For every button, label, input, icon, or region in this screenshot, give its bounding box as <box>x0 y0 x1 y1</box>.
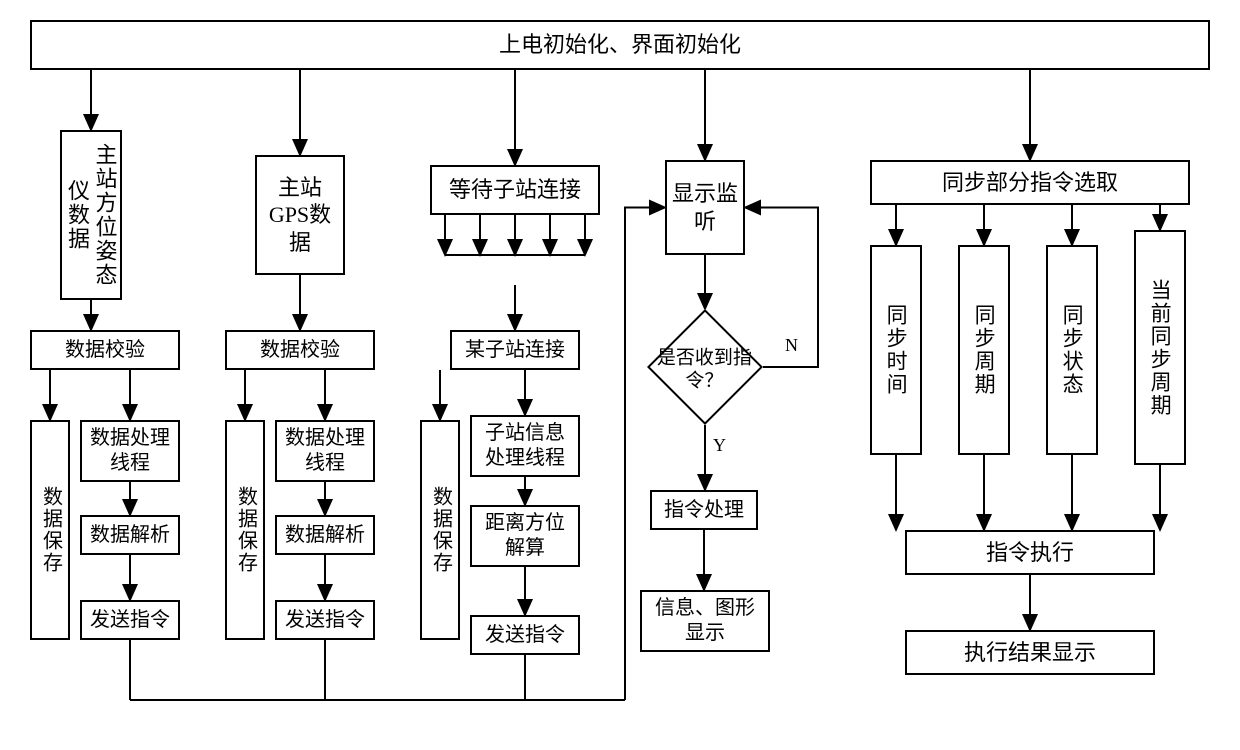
node-d_proc: 指令处理 <box>650 490 758 530</box>
node-label: 同步时间 <box>883 304 909 396</box>
node-label: 数据保存 <box>233 486 258 574</box>
node-b_thread: 数据处理线程 <box>275 420 375 482</box>
edge-label-N: N <box>785 335 798 356</box>
node-a_check: 数据校验 <box>30 330 180 370</box>
node-e_exec: 指令执行 <box>905 530 1155 575</box>
node-label: 上电初始化、界面初始化 <box>499 31 741 59</box>
node-b_parse: 数据解析 <box>275 515 375 555</box>
node-label: 等待子站连接 <box>449 176 581 204</box>
node-label: 距离方位解算 <box>476 511 574 561</box>
node-label: 数据校验 <box>65 338 145 363</box>
node-b_check: 数据校验 <box>225 330 375 370</box>
node-b_save: 数据保存 <box>225 420 265 640</box>
node-label: 数据保存 <box>428 486 453 574</box>
node-label: 显示监听 <box>671 180 739 235</box>
node-a_send: 发送指令 <box>80 600 180 640</box>
node-e_period: 同步周期 <box>958 245 1010 455</box>
node-c_conn: 某子站连接 <box>450 330 580 370</box>
node-e_result: 执行结果显示 <box>905 630 1155 675</box>
node-label: 同步状态 <box>1059 304 1085 396</box>
node-label: 数据解析 <box>285 523 365 548</box>
node-a_save: 数据保存 <box>30 420 70 640</box>
node-d_listen: 显示监听 <box>665 160 745 255</box>
node-e_state: 同步状态 <box>1046 245 1098 455</box>
node-b_send: 发送指令 <box>275 600 375 640</box>
node-a_parse: 数据解析 <box>80 515 180 555</box>
node-a_thread: 数据处理线程 <box>80 420 180 482</box>
node-d_disp: 信息、图形显示 <box>640 590 770 652</box>
node-b1: 主站GPS数据 <box>255 155 345 275</box>
edge-label-Y: Y <box>713 435 726 456</box>
node-label: 发送指令 <box>485 623 565 648</box>
node-label: 是否收到指令？ <box>644 348 764 394</box>
node-c_save: 数据保存 <box>420 420 460 640</box>
node-a1: 主站方位姿态仪数据 <box>60 130 122 300</box>
node-label: 指令处理 <box>664 498 744 523</box>
node-label: 同步部分指令选取 <box>942 169 1118 197</box>
node-label: 数据处理线程 <box>281 426 369 476</box>
node-e_cur: 当前同步周期 <box>1134 230 1186 465</box>
node-d_dec: 是否收到指令？ <box>647 309 763 425</box>
node-label: 主站GPS数据 <box>261 174 339 257</box>
node-init: 上电初始化、界面初始化 <box>30 20 1210 70</box>
node-label: 某子站连接 <box>465 338 565 363</box>
node-c_send: 发送指令 <box>470 615 580 655</box>
node-label: 主站方位姿态仪数据 <box>64 136 119 294</box>
node-c_thread: 子站信息处理线程 <box>470 415 580 477</box>
node-label: 数据校验 <box>260 338 340 363</box>
node-label: 同步周期 <box>971 304 997 396</box>
node-label: 数据处理线程 <box>86 426 174 476</box>
node-label: 发送指令 <box>285 608 365 633</box>
node-c1: 等待子站连接 <box>430 165 600 215</box>
node-e_sel: 同步部分指令选取 <box>870 160 1190 205</box>
node-label: 指令执行 <box>986 539 1074 567</box>
node-label: 信息、图形显示 <box>646 596 764 646</box>
node-label: 子站信息处理线程 <box>476 421 574 471</box>
node-label: 发送指令 <box>90 608 170 633</box>
node-c_calc: 距离方位解算 <box>470 505 580 567</box>
node-e_time: 同步时间 <box>870 245 922 455</box>
node-label: 执行结果显示 <box>964 639 1096 667</box>
node-label: 数据保存 <box>38 486 63 574</box>
node-label: 数据解析 <box>90 523 170 548</box>
node-label: 当前同步周期 <box>1147 279 1173 417</box>
